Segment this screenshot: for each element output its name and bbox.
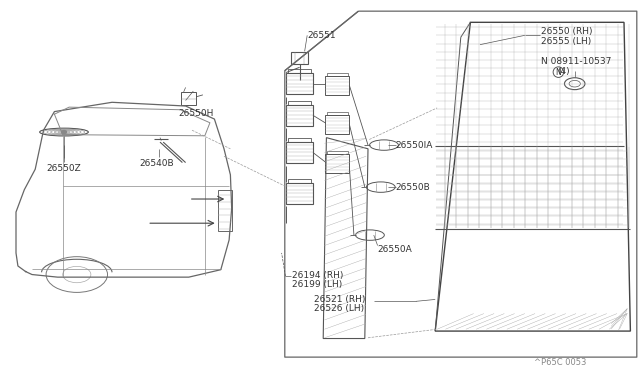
Bar [288,69,311,74]
Bar [291,52,308,64]
Bar [286,73,313,94]
Bar [286,183,313,204]
Bar [288,138,311,142]
Text: 26551: 26551 [307,31,336,40]
Text: (4): (4) [557,67,570,76]
Text: 26550Z: 26550Z [47,164,81,173]
Text: 26550A: 26550A [378,245,412,254]
Circle shape [61,131,67,134]
Text: 26550IA: 26550IA [396,141,433,150]
Bar [286,105,313,126]
Bar [181,92,196,105]
Bar [325,154,349,173]
Text: N: N [556,68,561,77]
Bar [327,112,348,115]
Text: 26550H: 26550H [178,109,213,118]
Text: 26199 (LH): 26199 (LH) [292,280,342,289]
Bar [325,115,349,134]
Text: ^P65C 0053: ^P65C 0053 [534,358,587,367]
Bar [327,151,348,154]
Text: N 08911-10537: N 08911-10537 [541,57,611,66]
Text: 26521 (RH): 26521 (RH) [314,295,365,304]
Text: 26550 (RH): 26550 (RH) [541,27,592,36]
Text: 26550B: 26550B [396,183,430,192]
Bar [288,179,311,183]
Text: 26194 (RH): 26194 (RH) [292,271,343,280]
Bar [286,142,313,163]
Text: 26555 (LH): 26555 (LH) [541,37,591,46]
Text: 26526 (LH): 26526 (LH) [314,304,364,313]
Bar [327,73,348,76]
Bar [288,101,311,105]
Text: 26540B: 26540B [140,159,174,168]
Bar [218,190,232,231]
Bar [325,76,349,95]
